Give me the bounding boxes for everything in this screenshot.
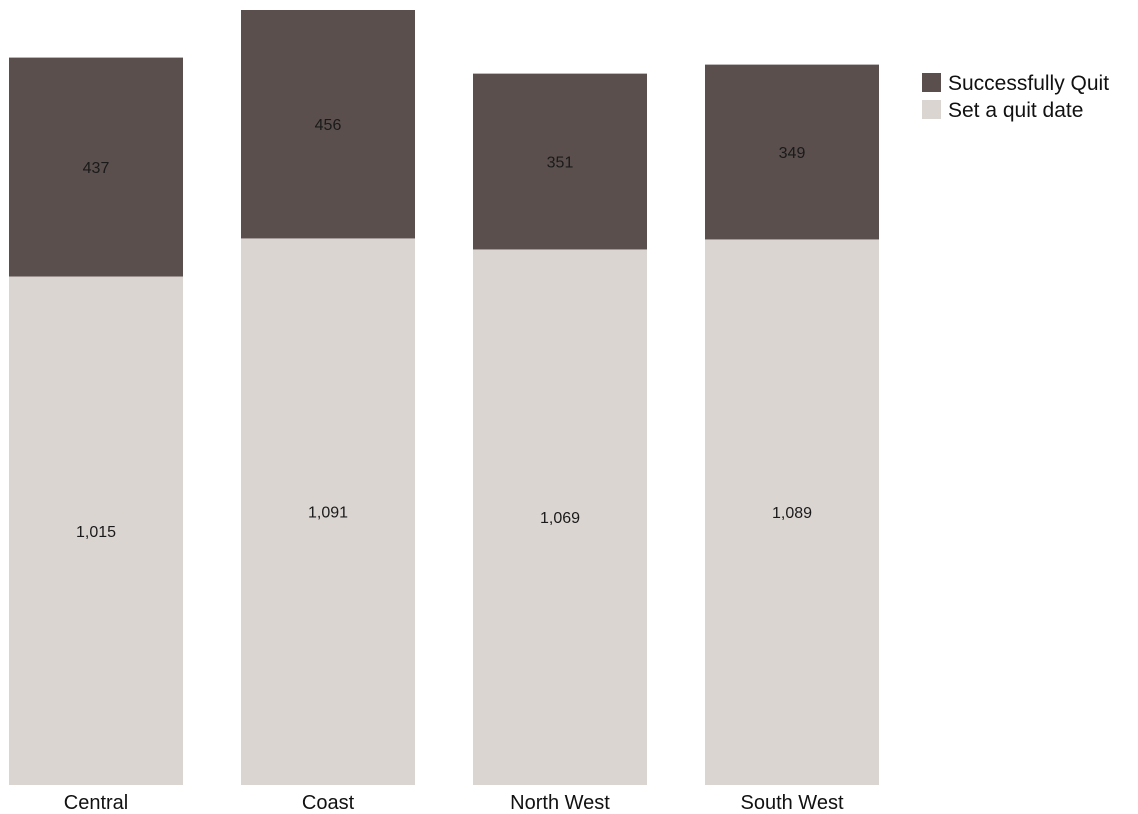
bar-value-labels: 1,015 437 1,091 456 1,069 351 1,089 349	[76, 117, 812, 541]
value-label-coast-set-a-quit-date: 1,091	[308, 505, 348, 522]
bar-north-west-set-a-quit-date	[473, 249, 647, 785]
legend-swatch-set-a-quit-date	[922, 100, 941, 119]
bar-central-set-a-quit-date	[9, 276, 183, 785]
category-label-central: Central	[64, 792, 128, 814]
bar-south-west-successfully-quit	[705, 64, 879, 240]
category-label-coast: Coast	[302, 792, 355, 814]
bar-coast-set-a-quit-date	[241, 238, 415, 785]
value-label-south-west-successfully-quit: 349	[779, 145, 806, 162]
value-label-central-set-a-quit-date: 1,015	[76, 524, 116, 541]
legend: Successfully Quit Set a quit date	[922, 72, 1109, 122]
legend-label-set-a-quit-date: Set a quit date	[948, 99, 1083, 122]
legend-label-successfully-quit: Successfully Quit	[948, 72, 1109, 95]
bar-central-successfully-quit	[9, 57, 183, 277]
category-labels: Central Coast North West South West	[64, 792, 844, 814]
value-label-south-west-set-a-quit-date: 1,089	[772, 505, 812, 522]
bars-group	[9, 10, 879, 785]
bar-south-west-set-a-quit-date	[705, 239, 879, 785]
bar-coast-successfully-quit	[241, 10, 415, 239]
bar-north-west-successfully-quit	[473, 73, 647, 250]
value-label-central-successfully-quit: 437	[83, 160, 110, 177]
legend-swatch-successfully-quit	[922, 73, 941, 92]
value-label-coast-successfully-quit: 456	[315, 117, 342, 134]
value-label-north-west-successfully-quit: 351	[547, 155, 574, 172]
value-label-north-west-set-a-quit-date: 1,069	[540, 510, 580, 527]
category-label-south-west: South West	[740, 792, 843, 814]
category-label-north-west: North West	[510, 792, 610, 814]
